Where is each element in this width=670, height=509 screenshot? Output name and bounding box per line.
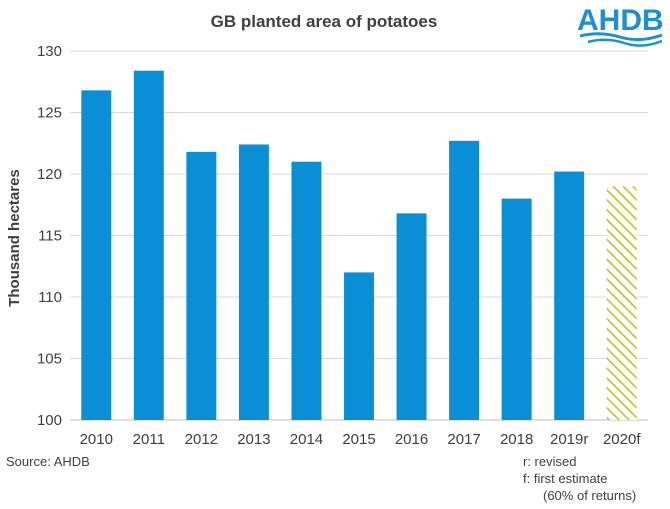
x-tick-label: 2011 <box>133 431 165 448</box>
bar-2020f <box>606 186 637 420</box>
bar-2018 <box>501 198 532 420</box>
bar-2011 <box>133 70 164 421</box>
y-tick-label: 120 <box>37 166 62 183</box>
ahdb-logo: AHDB <box>577 4 664 47</box>
logo-wave-icon <box>579 32 663 42</box>
x-axis-ticks: 2010 2011 2012 2013 2014 2015 2016 2017 2018 2019… <box>80 431 642 448</box>
note-revised: r: revised <box>523 454 576 469</box>
x-tick-label: 2013 <box>237 431 270 448</box>
note-returns: (60% of returns) <box>543 488 636 503</box>
source-note: Source: AHDB <box>6 454 90 469</box>
bar-2015 <box>344 272 374 420</box>
logo-text: AHDB <box>577 4 664 37</box>
x-tick-label: 2020f <box>603 431 641 448</box>
y-tick-label: 110 <box>38 289 62 306</box>
chart-title: GB planted area of potatoes <box>211 12 438 31</box>
x-tick-label: 2017 <box>447 431 480 448</box>
note-first-estimate: f: first estimate <box>523 471 608 486</box>
y-tick-label: 125 <box>37 105 62 122</box>
x-tick-label: 2018 <box>500 431 533 448</box>
y-tick-label: 130 <box>37 43 62 60</box>
y-axis-label: Thousand hectares <box>6 169 23 307</box>
logo-wave-icon <box>587 38 663 47</box>
bar-2012 <box>186 151 217 421</box>
bars <box>81 70 637 421</box>
bar-2016 <box>396 213 427 420</box>
bar-2019r <box>554 171 585 420</box>
y-tick-label: 100 <box>37 412 62 429</box>
y-tick-label: 105 <box>37 351 62 368</box>
x-tick-label: 2019r <box>550 431 588 448</box>
x-tick-label: 2015 <box>342 431 375 448</box>
x-tick-label: 2014 <box>290 431 323 448</box>
bar-2014 <box>291 161 322 420</box>
x-tick-label: 2010 <box>80 431 113 448</box>
x-tick-label: 2016 <box>395 431 428 448</box>
y-axis-ticks: 100 105 110 115 120 125 130 <box>37 43 62 429</box>
bar-2013 <box>238 144 269 421</box>
x-tick-label: 2012 <box>185 431 218 448</box>
bar-2010 <box>81 90 112 421</box>
bar-2017 <box>449 140 480 421</box>
y-tick-label: 115 <box>38 228 62 245</box>
